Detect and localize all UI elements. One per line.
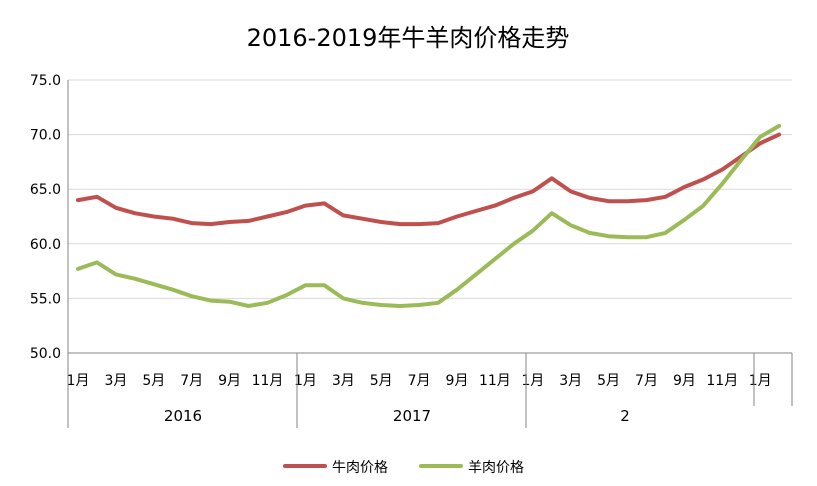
x-tick-label: 5月 bbox=[370, 373, 393, 389]
x-tick-label: 1月 bbox=[67, 373, 90, 389]
x-tick-label: 1月 bbox=[749, 373, 772, 389]
y-tick-label: 50.0 bbox=[30, 346, 61, 362]
x-tick-label: 7月 bbox=[180, 373, 203, 389]
x-tick-label: 11月 bbox=[252, 373, 284, 389]
y-tick-label: 75.0 bbox=[30, 73, 61, 89]
year-group-label: 2017 bbox=[393, 407, 431, 425]
chart-title: 2016-2019年牛羊肉价格走势 bbox=[247, 24, 570, 52]
year-group-label: 2 bbox=[620, 407, 630, 425]
x-tick-label: 3月 bbox=[559, 373, 582, 389]
year-group-label: 2016 bbox=[164, 407, 202, 425]
x-tick-label: 7月 bbox=[635, 373, 658, 389]
x-tick-label: 1月 bbox=[294, 373, 317, 389]
y-tick-label: 60.0 bbox=[30, 237, 61, 253]
y-tick-label: 70.0 bbox=[30, 128, 61, 144]
x-tick-label: 3月 bbox=[104, 373, 127, 389]
grid-lines bbox=[68, 79, 792, 299]
x-tick-label: 9月 bbox=[446, 373, 469, 389]
y-tick-label: 65.0 bbox=[30, 182, 61, 198]
series-lines bbox=[76, 123, 782, 308]
x-tick-label: 7月 bbox=[408, 373, 431, 389]
x-tick-label: 5月 bbox=[597, 373, 620, 389]
series-line-2 bbox=[76, 123, 782, 308]
series-line-1 bbox=[76, 132, 782, 227]
legend-label-2: 羊肉价格 bbox=[468, 460, 524, 476]
x-tick-label: 9月 bbox=[673, 373, 696, 389]
x-tick-label: 1月 bbox=[521, 373, 544, 389]
y-tick-label: 55.0 bbox=[30, 291, 61, 307]
legend: 牛肉价格 羊肉价格 bbox=[283, 460, 524, 476]
x-tick-label: 11月 bbox=[479, 373, 511, 389]
legend-label-1: 牛肉价格 bbox=[332, 460, 388, 476]
x-tick-label: 11月 bbox=[706, 373, 738, 389]
x-tick-label: 9月 bbox=[218, 373, 241, 389]
x-tick-label: 5月 bbox=[142, 373, 165, 389]
x-tick-label: 3月 bbox=[332, 373, 355, 389]
axes: 75.0 70.0 65.0 60.0 55.0 50.0 1月 3月 5月 7月 9月 11月 1月 3… bbox=[30, 73, 793, 428]
